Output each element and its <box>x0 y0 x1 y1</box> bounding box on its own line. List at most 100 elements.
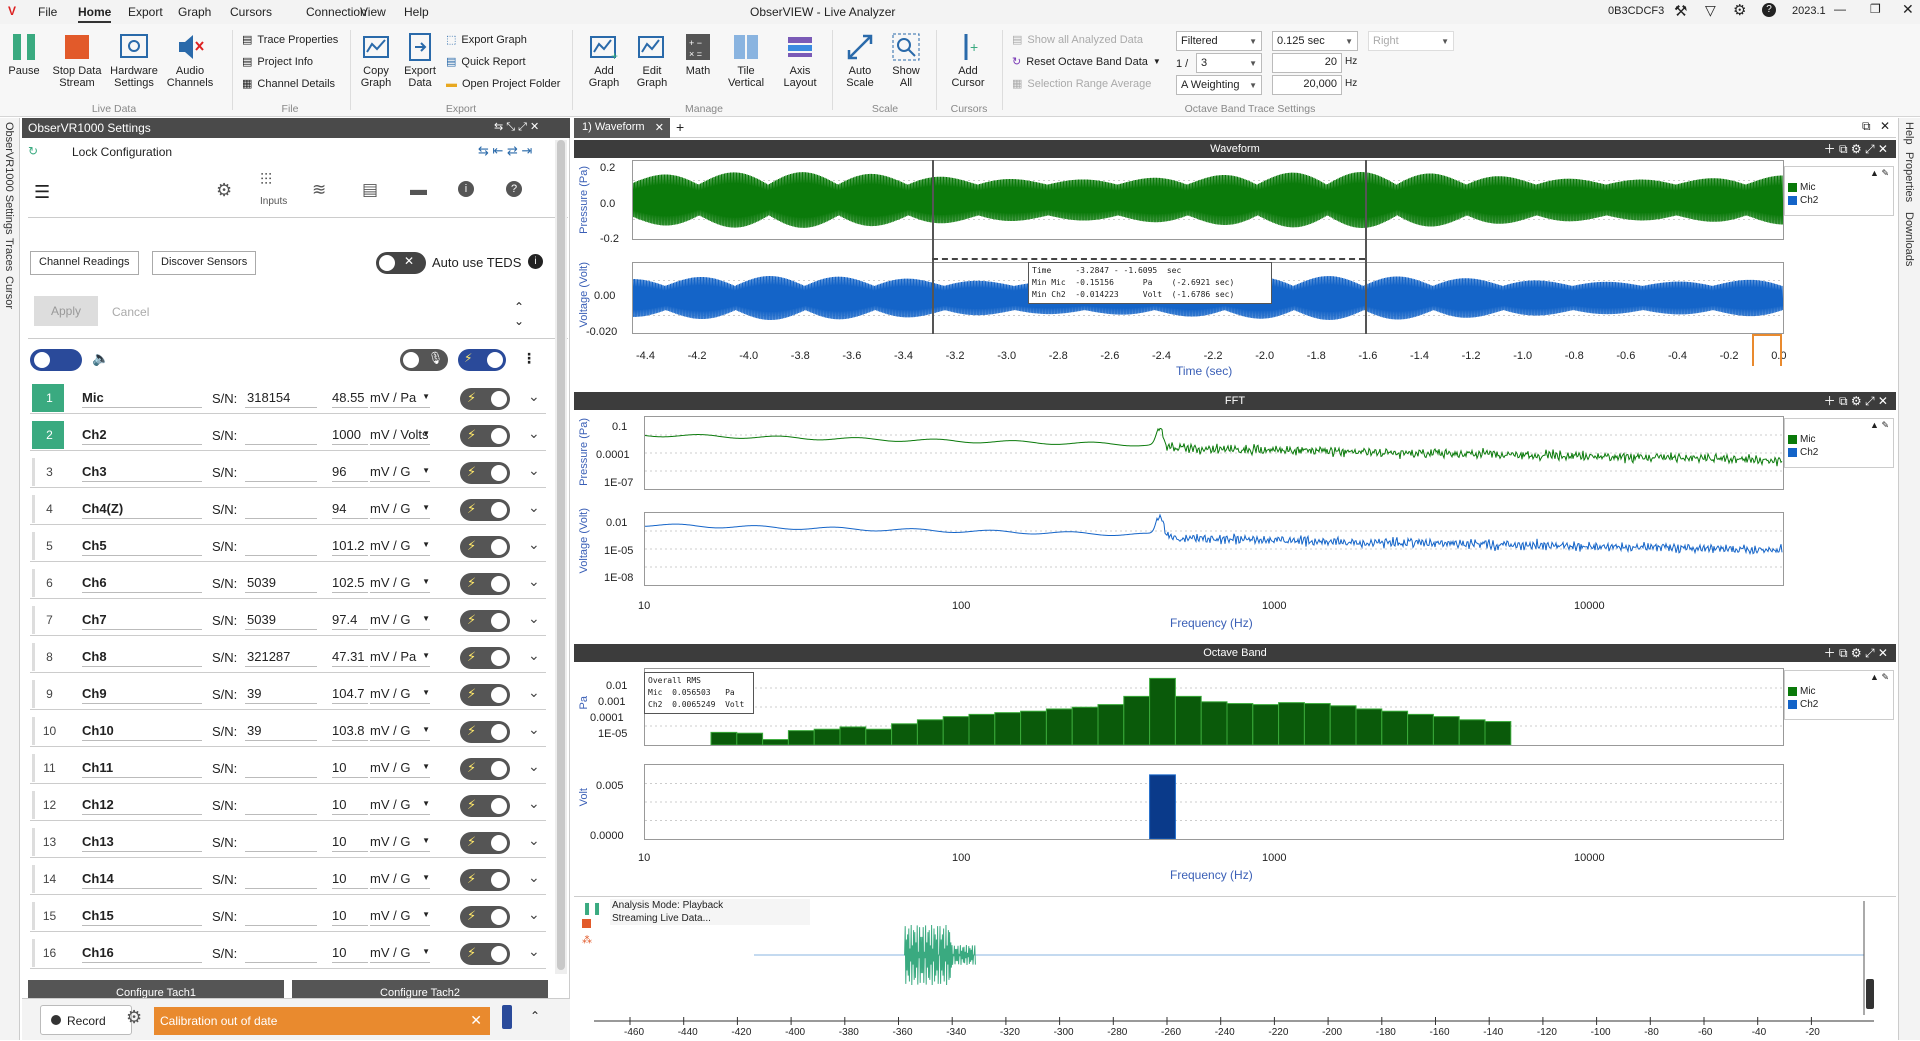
serial-number-field[interactable]: 318154 <box>245 390 317 408</box>
legend-item[interactable]: Mic <box>1785 433 1893 446</box>
interval-select[interactable]: 0.125 sec ▼ <box>1272 31 1358 51</box>
tab-traces-side[interactable]: Traces <box>3 238 15 271</box>
channel-name-field[interactable]: Ch9 <box>82 686 202 704</box>
more-options-icon[interactable]: ⋮ <box>522 350 536 367</box>
quick-report-button[interactable]: ▤ Quick Report <box>446 54 526 70</box>
serial-number-field[interactable]: 39 <box>245 723 317 741</box>
channel-number[interactable]: 4 <box>32 495 64 523</box>
chevron-down-icon[interactable]: ⌄ <box>528 462 540 479</box>
maximize-button[interactable]: ❐ <box>1870 2 1881 16</box>
close-icon[interactable]: ✕ <box>470 1012 482 1029</box>
panel-controls[interactable]: ＋ ⧉ ⚙ ⤢ ✕ <box>1824 644 1888 662</box>
channel-name-field[interactable]: Ch3 <box>82 464 202 482</box>
chevron-down-icon[interactable]: ⌄ <box>528 906 540 923</box>
close-icon[interactable]: ✕ <box>1880 119 1890 133</box>
auto-scale-button[interactable]: Auto Scale <box>840 32 880 89</box>
panel-controls[interactable]: ＋ ⧉ ⚙ ⤢ ✕ <box>1824 392 1888 410</box>
octave-bar[interactable] <box>1304 704 1330 745</box>
channel-name-field[interactable]: Ch2 <box>82 427 202 445</box>
sensitivity-field[interactable]: 96 <box>332 464 368 482</box>
waveform-plot-mic[interactable] <box>632 160 1784 240</box>
serial-number-field[interactable]: 321287 <box>245 649 317 667</box>
expand-collapse-icon[interactable]: ⌃ ⌄ <box>514 300 524 328</box>
octave-bar[interactable] <box>1382 711 1408 745</box>
record-button[interactable]: Record <box>40 1005 132 1035</box>
panel-controls[interactable]: ＋ ⧉ ⚙ ⤢ ✕ <box>1824 140 1888 158</box>
channel-name-field[interactable]: Mic <box>82 390 202 408</box>
sensitivity-field[interactable]: 47.31 <box>332 649 368 667</box>
unit-select[interactable]: mV / Pa ▼ <box>370 649 430 667</box>
channel-view-toggle[interactable] <box>30 349 82 371</box>
document-icon[interactable]: ▤ <box>362 180 378 200</box>
menu-cursors[interactable]: Cursors <box>230 5 272 19</box>
configure-tach2-button[interactable]: Configure Tach2 <box>292 980 548 998</box>
octave-bar[interactable] <box>1175 696 1201 745</box>
export-data-button[interactable]: Export Data <box>400 32 440 89</box>
octave-bar[interactable] <box>1150 775 1176 839</box>
weighting-select[interactable]: A Weighting ▼ <box>1176 75 1262 95</box>
channel-power-toggle[interactable]: ⚡ <box>460 647 510 669</box>
mic-toggle[interactable]: 🎙 <box>400 349 448 371</box>
menu-connection[interactable]: Connection <box>306 5 367 19</box>
octave-bar[interactable] <box>737 733 763 745</box>
channel-name-field[interactable]: Ch14 <box>82 871 202 889</box>
chevron-down-icon[interactable]: ⌄ <box>528 943 540 960</box>
configure-tach1-button[interactable]: Configure Tach1 <box>28 980 284 998</box>
apply-button[interactable]: Apply <box>34 296 98 326</box>
channel-number[interactable]: 3 <box>32 458 64 486</box>
legend-item[interactable]: Mic <box>1785 685 1893 698</box>
chevron-down-icon[interactable]: ⌄ <box>528 795 540 812</box>
channel-power-toggle[interactable]: ⚡ <box>460 462 510 484</box>
filter-icon[interactable]: ▽ <box>1705 2 1716 19</box>
channel-power-toggle[interactable]: ⚡ <box>460 869 510 891</box>
settings-scrollbar[interactable] <box>555 140 567 974</box>
add-tab-button[interactable]: + <box>676 119 684 135</box>
octave-bar[interactable] <box>892 724 918 745</box>
tab-waveform[interactable]: 1) Waveform ✕ <box>574 118 670 138</box>
channel-power-toggle[interactable]: ⚡ <box>460 721 510 743</box>
sensitivity-field[interactable]: 10 <box>332 871 368 889</box>
low-freq-field[interactable]: 20 <box>1272 53 1342 73</box>
unit-select[interactable]: mV / Volts ▼ <box>370 427 430 445</box>
octave-plot-ch2[interactable] <box>644 764 1784 840</box>
gear-icon[interactable]: ⚙ <box>126 1007 142 1028</box>
lock-configuration-label[interactable]: Lock Configuration <box>72 145 172 159</box>
discover-sensors-button[interactable]: Discover Sensors <box>152 251 256 275</box>
serial-number-field[interactable] <box>245 760 317 778</box>
close-icon[interactable]: ✕ <box>655 121 664 134</box>
channel-power-toggle[interactable]: ⚡ <box>460 536 510 558</box>
octave-bar[interactable] <box>1253 705 1279 745</box>
math-button[interactable]: + − × = Math <box>680 32 716 77</box>
channel-power-toggle[interactable]: ⚡ <box>460 425 510 447</box>
folder-icon[interactable]: ▬ <box>410 180 427 200</box>
octave-fraction-select[interactable]: 3 ▼ <box>1196 53 1262 73</box>
channel-number[interactable]: 9 <box>32 680 64 708</box>
channel-power-toggle[interactable]: ⚡ <box>460 499 510 521</box>
menu-help[interactable]: Help <box>404 5 429 19</box>
serial-number-field[interactable] <box>245 797 317 815</box>
project-info-button[interactable]: ▤ Project Info <box>242 54 313 70</box>
channel-name-field[interactable]: Ch5 <box>82 538 202 556</box>
chevron-down-icon[interactable]: ⌄ <box>528 647 540 664</box>
octave-bar[interactable] <box>1356 709 1382 745</box>
sensitivity-field[interactable]: 101.2 <box>332 538 368 556</box>
octave-bar[interactable] <box>1201 702 1227 745</box>
channel-number[interactable]: 11 <box>32 754 64 782</box>
gear-icon[interactable]: ⚙ <box>1733 1 1746 19</box>
octave-bar[interactable] <box>840 727 866 745</box>
legend-controls[interactable]: ▲ ✎ <box>1870 672 1889 683</box>
axis-layout-button[interactable]: Axis Layout <box>776 32 824 89</box>
channel-power-toggle[interactable]: ⚡ <box>460 943 510 965</box>
help-icon[interactable]: ? <box>506 181 522 197</box>
channel-number[interactable]: 8 <box>32 643 64 671</box>
sensitivity-field[interactable]: 10 <box>332 834 368 852</box>
legend-item[interactable]: Ch2 <box>1785 194 1893 207</box>
octave-bar[interactable] <box>1072 707 1098 745</box>
serial-number-field[interactable] <box>245 464 317 482</box>
serial-number-field[interactable] <box>245 908 317 926</box>
auto-teds-toggle[interactable]: ✕ <box>376 252 426 274</box>
channel-details-button[interactable]: ▦ Channel Details <box>242 76 335 92</box>
tile-vertical-button[interactable]: Tile Vertical <box>724 32 768 89</box>
channel-power-toggle[interactable]: ⚡ <box>460 388 510 410</box>
menu-graph[interactable]: Graph <box>178 5 211 19</box>
